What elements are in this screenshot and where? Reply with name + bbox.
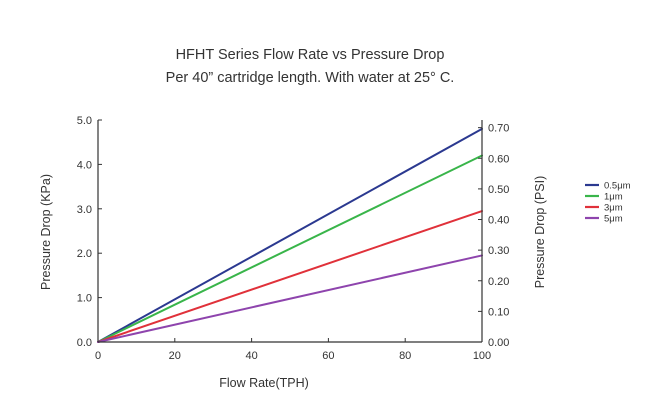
y-axis-label-right: Pressure Drop (PSI) (533, 176, 547, 289)
y-axis-label-left: Pressure Drop (KPa) (39, 174, 53, 290)
x-axis-label: Flow Rate(TPH) (219, 376, 309, 390)
y-tick-label-left: 2.0 (77, 248, 92, 260)
y-tick-label-left: 0.0 (77, 337, 92, 349)
y-tick-label-right: 0.00 (488, 337, 509, 349)
x-ticks: 0 20 40 60 80 100 (95, 338, 491, 362)
legend-label-1: 1μm (604, 192, 623, 203)
x-tick-label: 100 (473, 350, 491, 362)
y-ticks-right: 0.00 0.10 0.20 0.30 0.40 0.50 0.60 0.70 (478, 123, 509, 349)
axes (97, 120, 483, 343)
y-tick-label-right: 0.20 (488, 276, 509, 288)
x-tick-label: 20 (169, 350, 181, 362)
x-tick-label: 40 (245, 350, 257, 362)
y-tick-label-left: 5.0 (77, 115, 92, 127)
y-tick-label-right: 0.40 (488, 215, 509, 227)
series-line-0 (97, 127, 483, 343)
y-tick-label-right: 0.10 (488, 306, 509, 318)
x-tick-label: 80 (399, 350, 411, 362)
legend-label-3: 5μm (604, 214, 623, 225)
x-tick-label: 60 (322, 350, 334, 362)
series-line-1 (97, 154, 483, 343)
legend-label-0: 0.5μm (604, 181, 631, 192)
x-tick-label: 0 (95, 350, 101, 362)
y-tick-label-left: 3.0 (77, 204, 92, 216)
y-tick-label-left: 4.0 (77, 159, 92, 171)
series-line-3 (97, 254, 483, 343)
chart-subtitle: Per 40” cartridge length. With water at … (165, 70, 455, 86)
y-tick-label-right: 0.50 (488, 184, 509, 196)
series-line-2 (97, 210, 483, 343)
y-tick-label-right: 0.70 (488, 123, 509, 135)
y-ticks-left: 0.0 1.0 2.0 3.0 4.0 5.0 (77, 115, 102, 349)
plot-lines (97, 127, 483, 343)
y-tick-label-left: 1.0 (77, 293, 92, 305)
chart-title: HFHT Series Flow Rate vs Pressure Drop (175, 47, 445, 63)
legend-label-2: 3μm (604, 203, 623, 214)
y-tick-label-right: 0.30 (488, 245, 509, 257)
y-tick-label-right: 0.60 (488, 153, 509, 165)
